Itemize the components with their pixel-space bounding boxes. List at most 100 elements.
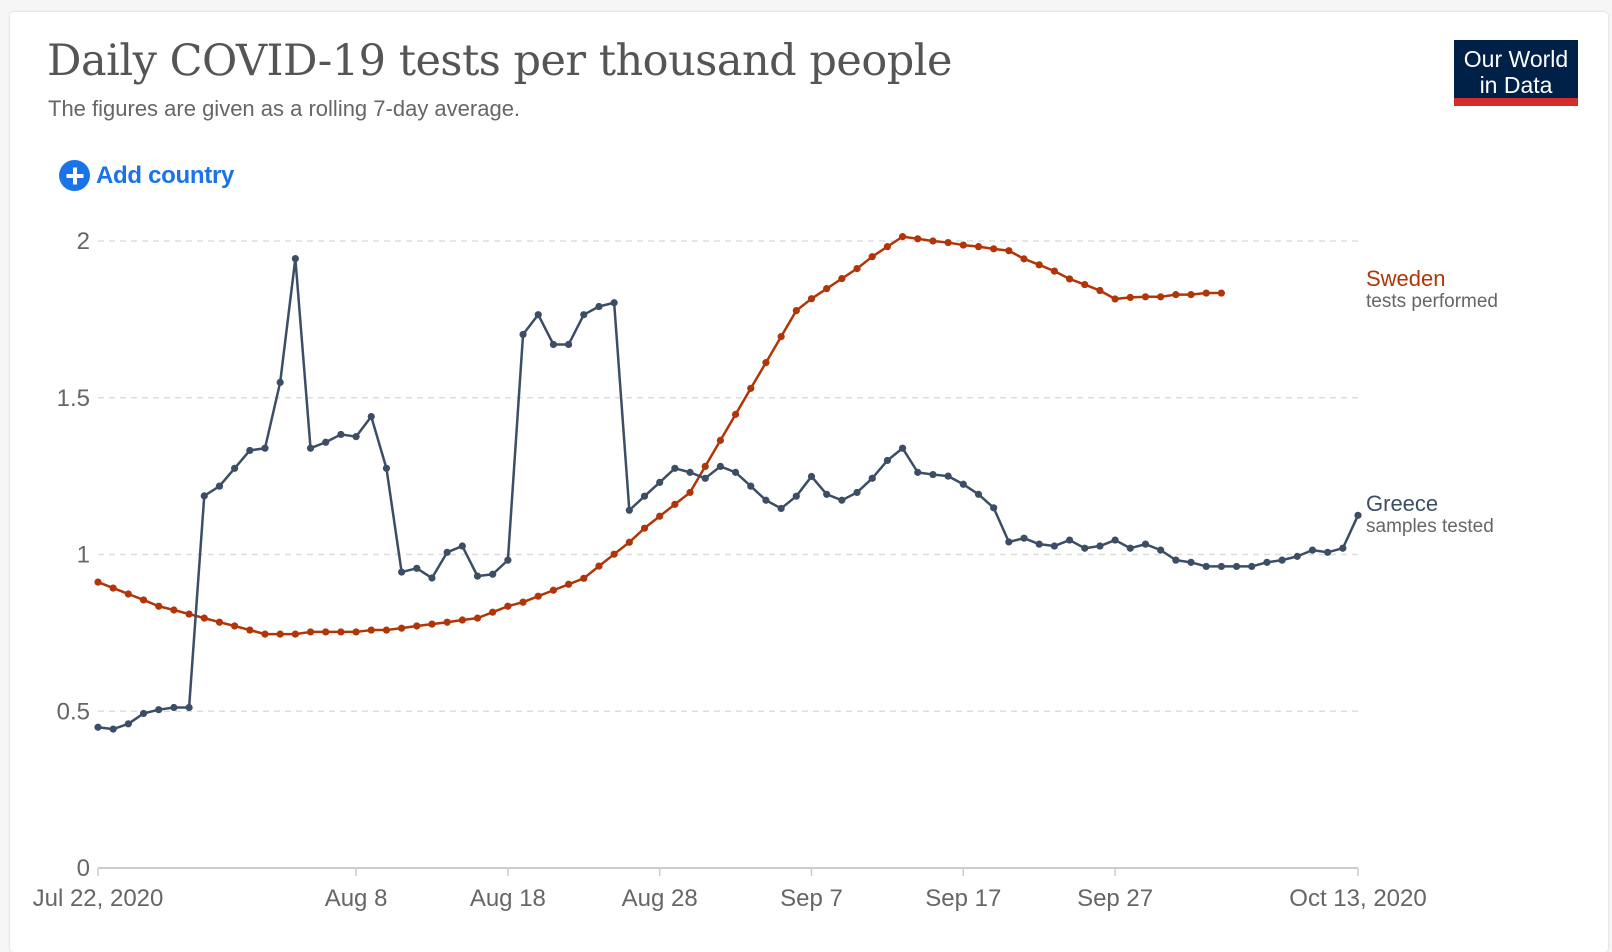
- sweden-point: [1217, 289, 1225, 297]
- greece-point: [974, 490, 983, 498]
- greece-point: [473, 572, 482, 580]
- greece-point: [458, 542, 466, 550]
- greece-point: [686, 468, 694, 476]
- sweden-point: [1111, 295, 1119, 303]
- legend-greece-name[interactable]: Greece: [1366, 491, 1439, 516]
- greece-point: [929, 470, 937, 479]
- greece-point: [534, 311, 542, 319]
- greece-point: [443, 548, 451, 556]
- sweden-point: [124, 590, 132, 598]
- sweden-point: [853, 264, 861, 273]
- sweden-point: [200, 614, 208, 622]
- y-tick-label: 0.5: [57, 698, 90, 725]
- sweden-point: [929, 237, 937, 245]
- sweden-point: [504, 602, 512, 610]
- greece-point: [1232, 562, 1241, 571]
- greece-point: [1263, 558, 1271, 566]
- greece-point: [853, 488, 861, 497]
- sweden-point: [777, 333, 785, 341]
- sweden-point: [1050, 267, 1058, 275]
- greece-point: [398, 568, 406, 576]
- greece-point: [246, 446, 254, 455]
- greece-point: [1187, 558, 1195, 566]
- greece-point: [1354, 511, 1362, 519]
- sweden-point: [1020, 255, 1028, 263]
- sweden-point: [337, 628, 345, 636]
- greece-point: [367, 412, 375, 421]
- greece-point: [170, 703, 178, 712]
- greece-point: [640, 492, 649, 500]
- logo-line-2: in Data: [1479, 72, 1553, 98]
- greece-point: [1278, 556, 1286, 564]
- greece-point: [595, 302, 603, 311]
- greece-point: [155, 706, 163, 714]
- greece-point: [291, 254, 299, 263]
- sweden-point: [898, 233, 907, 241]
- sweden-point: [838, 275, 846, 283]
- greece-point: [792, 492, 800, 500]
- sweden-point: [823, 285, 831, 293]
- sweden-point: [1065, 275, 1074, 283]
- greece-point: [1050, 542, 1058, 550]
- sweden-point: [1202, 289, 1210, 297]
- greece-point: [124, 720, 132, 728]
- x-tick-label: Sep 17: [925, 885, 1001, 912]
- sweden-point: [701, 462, 709, 471]
- greece-point: [1202, 562, 1210, 571]
- sweden-point: [428, 620, 436, 628]
- greece-point: [580, 311, 588, 319]
- legend-sweden-name[interactable]: Sweden: [1366, 266, 1446, 291]
- greece-point: [671, 464, 679, 472]
- sweden-point: [868, 253, 876, 261]
- sweden-point: [1096, 286, 1104, 295]
- greece-point: [185, 703, 193, 712]
- chart-subtitle: The figures are given as a rolling 7-day…: [48, 96, 521, 121]
- greece-point: [261, 444, 269, 452]
- sweden-point: [382, 626, 391, 634]
- greece-point: [519, 330, 527, 339]
- logo-line-1: Our World: [1463, 46, 1569, 72]
- sweden-point: [716, 436, 725, 444]
- greece-point: [959, 480, 967, 488]
- sweden-point: [246, 626, 254, 634]
- sweden-point: [276, 630, 284, 638]
- add-country-button[interactable]: Add country: [59, 160, 234, 191]
- greece-point: [777, 504, 785, 513]
- greece-point: [306, 444, 315, 452]
- sweden-point: [625, 538, 633, 546]
- sweden-point: [367, 626, 375, 634]
- owid-logo[interactable]: Our World in Data: [1454, 40, 1578, 106]
- sweden-point: [640, 524, 649, 532]
- sweden-point: [731, 410, 740, 418]
- sweden-point: [185, 610, 193, 618]
- sweden-line: [97, 235, 1222, 636]
- greece-point: [109, 725, 117, 733]
- greece-point: [1308, 546, 1317, 554]
- sweden-point: [534, 592, 542, 600]
- sweden-point: [170, 606, 178, 614]
- x-tick-label: Oct 13, 2020: [1289, 885, 1426, 912]
- sweden-point: [231, 622, 239, 630]
- greece-point: [200, 492, 208, 500]
- sweden-point: [580, 574, 588, 582]
- greece-point: [428, 574, 436, 582]
- sweden-point: [1187, 291, 1195, 299]
- greece-point: [868, 474, 876, 482]
- sweden-point: [792, 306, 800, 315]
- sweden-point: [883, 243, 891, 251]
- sweden-point: [656, 512, 664, 520]
- x-tick-label: Aug 18: [470, 885, 546, 912]
- greece-point: [1126, 544, 1134, 552]
- x-tick-label: Sep 7: [780, 885, 843, 912]
- sweden-point: [322, 628, 330, 636]
- x-tick-label: Aug 28: [622, 885, 698, 912]
- sweden-point: [610, 550, 618, 558]
- sweden-point: [1157, 293, 1165, 301]
- greece-point: [276, 378, 284, 386]
- greece-point: [1111, 536, 1119, 544]
- greece-point: [1172, 556, 1180, 564]
- sweden-point: [595, 562, 603, 570]
- sweden-point: [443, 618, 451, 626]
- legend-greece-sublabel: samples tested: [1366, 516, 1494, 537]
- sweden-point: [944, 238, 952, 247]
